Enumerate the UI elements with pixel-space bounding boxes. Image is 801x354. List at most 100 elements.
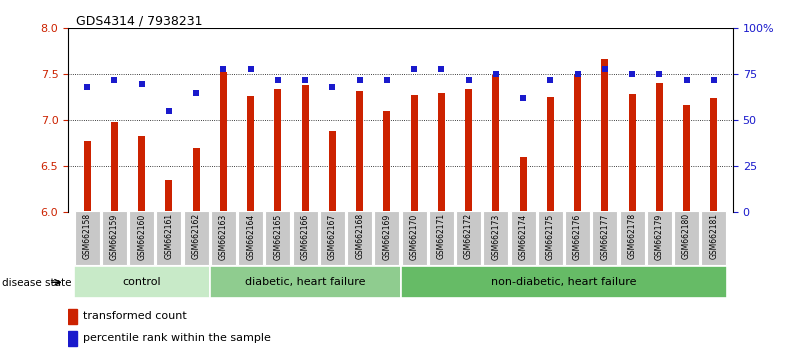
Bar [683,105,690,212]
FancyBboxPatch shape [210,266,400,298]
FancyBboxPatch shape [565,211,590,265]
Point [272,77,284,83]
Bar [166,180,172,212]
Text: GSM662160: GSM662160 [137,213,146,259]
Bar [220,73,227,212]
FancyBboxPatch shape [401,211,427,265]
Point [435,66,448,72]
Bar [520,157,526,212]
FancyBboxPatch shape [292,211,318,265]
Bar [84,141,91,212]
FancyBboxPatch shape [674,211,699,265]
Bar [438,93,445,212]
Point [135,81,148,86]
Text: GSM662163: GSM662163 [219,213,228,259]
FancyBboxPatch shape [211,211,236,265]
FancyBboxPatch shape [429,211,454,265]
Text: GDS4314 / 7938231: GDS4314 / 7938231 [76,14,203,27]
Text: GSM662176: GSM662176 [573,213,582,259]
FancyBboxPatch shape [592,211,618,265]
Text: GSM662175: GSM662175 [545,213,555,259]
Text: GSM662166: GSM662166 [300,213,310,259]
Bar [248,96,254,212]
Text: disease state: disease state [2,278,71,288]
Bar [602,59,608,212]
Text: GSM662167: GSM662167 [328,213,337,259]
Point [571,72,584,77]
Text: GSM662172: GSM662172 [464,213,473,259]
Text: diabetic, heart failure: diabetic, heart failure [245,277,365,287]
FancyBboxPatch shape [129,211,154,265]
FancyBboxPatch shape [537,211,563,265]
FancyBboxPatch shape [74,211,99,265]
Text: GSM662170: GSM662170 [409,213,419,259]
Point [707,77,720,83]
Point [462,77,475,83]
FancyBboxPatch shape [74,266,210,298]
Bar [139,136,145,212]
Point [81,84,94,90]
Point [680,77,693,83]
Point [380,77,393,83]
Point [163,108,175,114]
FancyBboxPatch shape [647,211,672,265]
Point [626,72,638,77]
Text: GSM662159: GSM662159 [110,213,119,259]
FancyBboxPatch shape [183,211,209,265]
Bar [193,148,199,212]
Point [108,77,121,83]
Text: GSM662158: GSM662158 [83,213,91,259]
Point [517,96,529,101]
Text: GSM662173: GSM662173 [491,213,501,259]
Point [244,66,257,72]
Bar [384,111,390,212]
Bar [629,94,635,212]
Text: GSM662171: GSM662171 [437,213,446,259]
Text: GSM662174: GSM662174 [518,213,528,259]
Text: GSM662164: GSM662164 [246,213,256,259]
Text: GSM662168: GSM662168 [355,213,364,259]
Bar [302,85,308,212]
FancyBboxPatch shape [400,266,727,298]
Text: GSM662181: GSM662181 [710,213,718,259]
FancyBboxPatch shape [483,211,509,265]
Bar [356,91,363,212]
Bar [465,89,472,212]
FancyBboxPatch shape [265,211,291,265]
FancyBboxPatch shape [374,211,400,265]
Bar [111,122,118,212]
FancyBboxPatch shape [347,211,372,265]
FancyBboxPatch shape [702,211,727,265]
Bar [656,82,662,212]
Point [653,72,666,77]
Bar [68,309,78,324]
Point [598,66,611,72]
Text: non-diabetic, heart failure: non-diabetic, heart failure [491,277,637,287]
Bar [574,75,581,212]
FancyBboxPatch shape [238,211,264,265]
Text: GSM662162: GSM662162 [191,213,200,259]
FancyBboxPatch shape [102,211,127,265]
Bar [329,131,336,212]
Point [544,77,557,83]
Text: GSM662169: GSM662169 [382,213,392,259]
Bar [493,75,499,212]
Text: percentile rank within the sample: percentile rank within the sample [83,333,271,343]
Text: GSM662179: GSM662179 [655,213,664,259]
FancyBboxPatch shape [619,211,645,265]
FancyBboxPatch shape [510,211,536,265]
Text: transformed count: transformed count [83,312,187,321]
Text: GSM662178: GSM662178 [628,213,637,259]
Text: control: control [123,277,161,287]
Bar [411,95,417,212]
Point [299,77,312,83]
Bar [710,98,717,212]
Bar [275,89,281,212]
Text: GSM662161: GSM662161 [164,213,173,259]
Point [353,77,366,83]
FancyBboxPatch shape [320,211,345,265]
Point [489,72,502,77]
FancyBboxPatch shape [156,211,182,265]
Bar [547,97,553,212]
Point [217,66,230,72]
